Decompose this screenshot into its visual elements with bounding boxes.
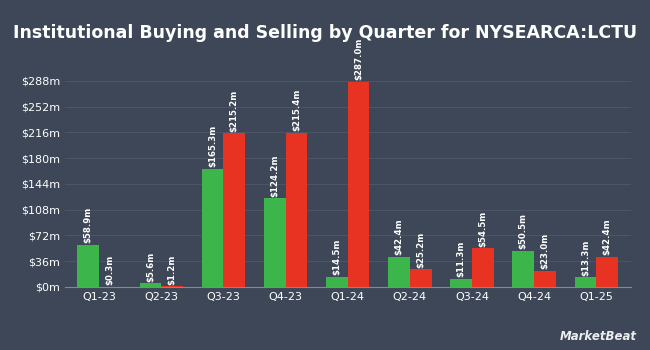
Bar: [161, 286, 183, 287]
Text: $215.2m: $215.2m: [230, 89, 239, 132]
Text: $42.4m: $42.4m: [395, 219, 404, 255]
Text: $13.3m: $13.3m: [581, 240, 590, 276]
Bar: [202, 169, 224, 287]
Text: $0.3m: $0.3m: [105, 255, 114, 285]
Bar: [472, 248, 494, 287]
Text: $165.3m: $165.3m: [208, 125, 217, 167]
Text: $287.0m: $287.0m: [354, 38, 363, 80]
Text: MarketBeat: MarketBeat: [560, 330, 637, 343]
Text: $14.5m: $14.5m: [332, 239, 341, 275]
Bar: [224, 133, 245, 287]
Text: $54.5m: $54.5m: [478, 210, 488, 247]
Text: $42.4m: $42.4m: [603, 219, 612, 255]
Text: $50.5m: $50.5m: [519, 214, 528, 250]
Text: $25.2m: $25.2m: [416, 231, 425, 267]
Text: $5.6m: $5.6m: [146, 251, 155, 281]
Bar: [326, 276, 348, 287]
Bar: [575, 278, 596, 287]
Bar: [388, 257, 410, 287]
Text: $23.0m: $23.0m: [541, 233, 549, 269]
Text: $58.9m: $58.9m: [84, 207, 93, 244]
Bar: [77, 245, 99, 287]
Text: $215.4m: $215.4m: [292, 89, 301, 132]
Bar: [285, 133, 307, 287]
Bar: [264, 198, 285, 287]
Bar: [410, 269, 432, 287]
Text: $124.2m: $124.2m: [270, 154, 280, 197]
Bar: [596, 257, 618, 287]
Text: $1.2m: $1.2m: [168, 254, 177, 285]
Text: Institutional Buying and Selling by Quarter for NYSEARCA:LCTU: Institutional Buying and Selling by Quar…: [13, 25, 637, 42]
Text: $11.3m: $11.3m: [457, 241, 465, 278]
Bar: [512, 251, 534, 287]
Bar: [140, 283, 161, 287]
Bar: [534, 271, 556, 287]
Bar: [450, 279, 472, 287]
Bar: [348, 82, 369, 287]
